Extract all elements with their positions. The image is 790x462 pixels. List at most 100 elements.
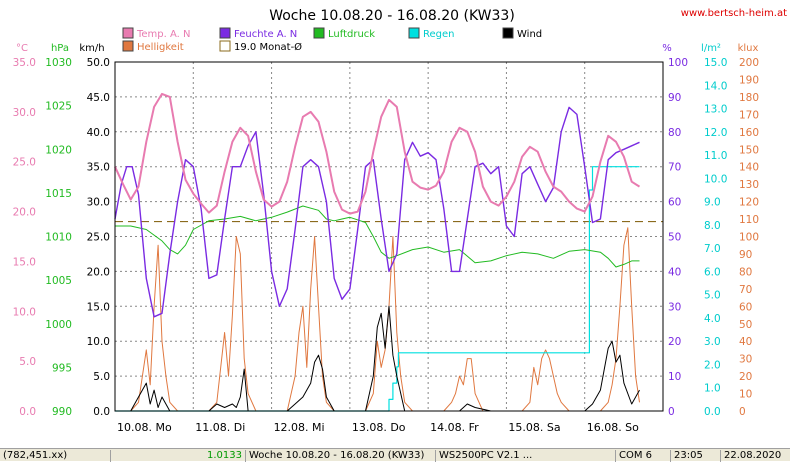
tick-label-temp: 0.0 xyxy=(19,406,36,418)
tick-label-light: 60 xyxy=(739,301,752,313)
axis-unit-wind: km/h xyxy=(79,43,104,54)
tick-label-rain: 3.0 xyxy=(704,336,721,348)
tick-label-pressure: 1020 xyxy=(45,144,72,156)
right-axes: 01020304050607080901000.01.02.03.04.05.0… xyxy=(668,57,759,418)
legend-swatch-6 xyxy=(502,27,514,39)
tick-label-pressure: 1025 xyxy=(45,101,72,113)
tick-label-light: 90 xyxy=(739,249,752,261)
status-bar: (782,451.xx) 1.0133 Woche 10.08.20 - 16.… xyxy=(0,448,790,462)
legend-swatch-3 xyxy=(219,40,231,52)
tick-label-light: 20 xyxy=(739,371,752,383)
tick-label-humidity: 30 xyxy=(668,301,681,313)
x-axis: 10.08. Mo 11.08. Di 12.08. Mi 13.08. Do 14.0… xyxy=(117,421,639,434)
tick-label-rain: 13.0 xyxy=(704,104,727,116)
legend-label-6: Wind xyxy=(517,29,542,40)
tick-label-light: 160 xyxy=(739,127,759,139)
tick-label-rain: 11.0 xyxy=(704,150,727,162)
tick-label-light: 110 xyxy=(739,214,759,226)
data-series xyxy=(114,92,663,412)
tick-label-temp: 15.0 xyxy=(13,256,36,268)
tick-label-rain: 1.0 xyxy=(704,383,721,395)
tick-label-rain: 5.0 xyxy=(704,290,721,302)
tick-label-humidity: 60 xyxy=(668,197,681,209)
tick-label-light: 150 xyxy=(739,144,759,156)
tick-label-humidity: 20 xyxy=(668,336,681,348)
chart-title: Woche 10.08.20 - 16.08.20 (KW33) xyxy=(269,8,515,24)
legend-label-5: Regen xyxy=(423,29,455,40)
tick-label-light: 40 xyxy=(739,336,752,348)
axis-unit-light: klux xyxy=(738,43,759,54)
tick-label-rain: 7.0 xyxy=(704,243,721,255)
tick-label-temp: 20.0 xyxy=(13,207,36,219)
tick-label-pressure: 1015 xyxy=(45,188,72,200)
tick-label-wind: 10.0 xyxy=(87,336,110,348)
axis-unit-temp: °C xyxy=(16,43,28,54)
tick-label-humidity: 50 xyxy=(668,232,681,244)
tick-label-light: 10 xyxy=(739,389,752,401)
status-mode: COM 6 xyxy=(615,450,670,462)
tick-label-rain: 12.0 xyxy=(704,127,727,139)
tick-label-wind: 20.0 xyxy=(87,266,110,278)
tick-label-light: 30 xyxy=(739,354,752,366)
legend: Temp. A. N Helligkeit Feuchte A. N19.0 Mon… xyxy=(122,27,542,53)
tick-label-humidity: 40 xyxy=(668,266,681,278)
tick-label-wind: 25.0 xyxy=(87,232,110,244)
tick-label-humidity: 80 xyxy=(668,127,681,139)
status-version: WS2500PC V2.1 ... xyxy=(435,450,615,462)
axis-unit-pressure: hPa xyxy=(51,43,69,54)
series-line-feuchte-a-n xyxy=(114,106,640,318)
left-axes: 0.0 5.0 10.0 15.0 20.0 25.0 30.0 35.0 990 995 1000… xyxy=(13,57,110,418)
legend-label-4: Luftdruck xyxy=(328,29,375,40)
x-tick-label: 13.08. Do xyxy=(352,421,406,434)
tick-label-humidity: 0 xyxy=(668,406,675,418)
series-line-regen xyxy=(115,166,640,412)
x-tick-label: 14.08. Fr xyxy=(430,421,479,434)
legend-label-2: Feuchte A. N xyxy=(234,29,297,40)
tick-label-pressure: 995 xyxy=(52,362,72,374)
tick-label-wind: 0.0 xyxy=(93,406,110,418)
tick-label-light: 120 xyxy=(739,197,759,209)
tick-label-light: 130 xyxy=(739,179,759,191)
axis-unit-rain: l/m² xyxy=(701,43,721,54)
tick-label-temp: 10.0 xyxy=(13,306,36,318)
status-period: Woche 10.08.20 - 16.08.20 (KW33) xyxy=(245,450,435,462)
weather-chart: Woche 10.08.20 - 16.08.20 (KW33) www.ber… xyxy=(13,8,787,434)
tick-label-temp: 5.0 xyxy=(19,356,36,368)
x-tick-label: 11.08. Di xyxy=(195,421,245,434)
tick-label-pressure: 1005 xyxy=(45,275,72,287)
tick-label-rain: 14.0 xyxy=(704,80,727,92)
legend-swatch-2 xyxy=(219,27,231,39)
tick-label-rain: 9.0 xyxy=(704,197,721,209)
tick-label-light: 140 xyxy=(739,162,759,174)
tick-label-wind: 5.0 xyxy=(93,371,110,383)
tick-label-light: 190 xyxy=(739,74,759,86)
tick-label-humidity: 10 xyxy=(668,371,681,383)
status-date: 22.08.2020 xyxy=(720,450,790,462)
grid xyxy=(115,62,663,411)
tick-label-temp: 30.0 xyxy=(13,107,36,119)
legend-swatch-1 xyxy=(122,40,134,52)
tick-label-light: 80 xyxy=(739,266,752,278)
tick-label-humidity: 100 xyxy=(668,57,688,69)
tick-label-pressure: 1010 xyxy=(45,232,72,244)
legend-label-0: Temp. A. N xyxy=(136,29,191,40)
x-tick-label: 16.08. So xyxy=(587,421,639,434)
tick-label-light: 100 xyxy=(739,232,759,244)
tick-label-pressure: 990 xyxy=(52,406,72,418)
tick-label-wind: 40.0 xyxy=(87,127,110,139)
website-link[interactable]: www.bertsch-heim.at xyxy=(681,8,787,19)
tick-label-light: 0 xyxy=(739,406,746,418)
tick-label-rain: 15.0 xyxy=(704,57,727,69)
x-tick-label: 10.08. Mo xyxy=(117,421,172,434)
legend-swatch-4 xyxy=(313,27,325,39)
tick-label-pressure: 1030 xyxy=(45,57,72,69)
series-line-luftdruck xyxy=(115,205,640,268)
legend-label-1: Helligkeit xyxy=(137,42,184,53)
tick-label-light: 50 xyxy=(739,319,752,331)
status-value: 1.0133 xyxy=(110,450,245,462)
series-line-temp-a-n xyxy=(114,92,641,215)
tick-label-wind: 45.0 xyxy=(87,92,110,104)
tick-label-temp: 35.0 xyxy=(13,57,36,69)
tick-label-humidity: 70 xyxy=(668,162,681,174)
tick-label-wind: 15.0 xyxy=(87,301,110,313)
